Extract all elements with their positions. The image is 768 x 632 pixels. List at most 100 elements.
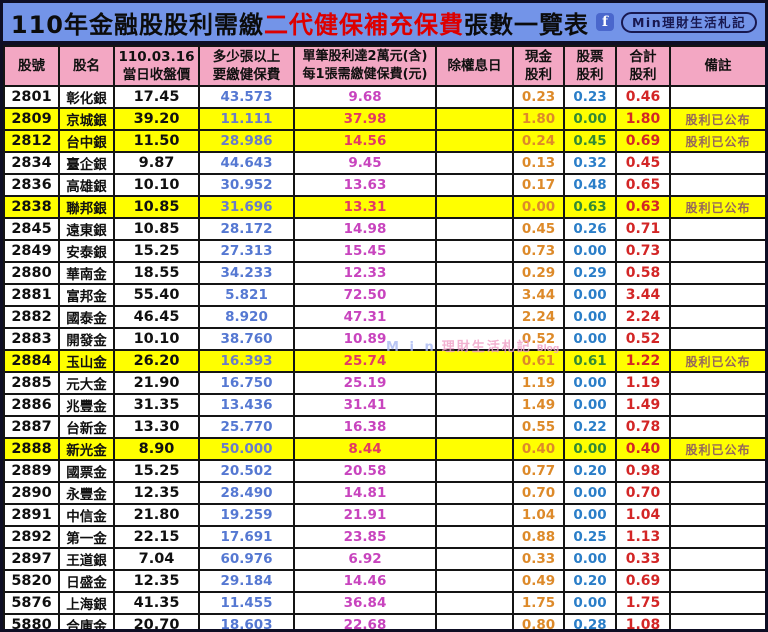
cell-fee: 20.58 <box>293 459 437 483</box>
stock-table-body: 2801 彰化銀 17.45 43.573 9.68 0.23 0.23 0.46 2809 京城… <box>3 85 765 629</box>
cell-total: 0.69 <box>615 129 671 153</box>
cell-price: 10.85 <box>113 217 200 241</box>
cell-code: 2886 <box>3 393 60 417</box>
cell-total: 0.71 <box>615 217 671 241</box>
cell-name: 王道銀 <box>58 547 115 571</box>
cell-price: 9.87 <box>113 151 200 175</box>
cell-fee: 14.81 <box>293 481 437 505</box>
table-row: 2888 新光金 8.90 50.000 8.44 0.40 0.00 0.40 股利已公布 <box>3 437 765 461</box>
cell-name: 元大金 <box>58 371 115 395</box>
cell-cash: 0.49 <box>512 569 565 593</box>
cell-lots: 27.313 <box>198 239 295 263</box>
cell-total: 1.75 <box>615 591 671 615</box>
title-part-1: 110年金融股股利需繳 <box>10 10 264 39</box>
cell-name: 中信金 <box>58 503 115 527</box>
cell-stock: 0.23 <box>563 85 617 109</box>
cell-cash: 0.00 <box>512 195 565 219</box>
cell-stock: 0.00 <box>563 283 617 307</box>
cell-stock: 0.29 <box>563 261 617 285</box>
cell-cash: 0.52 <box>512 327 565 351</box>
table-row: 5880 合庫金 20.70 18.603 22.68 0.80 0.28 1.08 <box>3 613 765 629</box>
cell-lots: 11.111 <box>198 107 295 131</box>
cell-fee: 21.91 <box>293 503 437 527</box>
cell-fee: 22.68 <box>293 613 437 629</box>
page-title: 110年金融股股利需繳二代健保補充保費張數一覽表 <box>11 5 589 40</box>
table-row: 5820 日盛金 12.35 29.184 14.46 0.49 0.20 0.69 <box>3 569 765 593</box>
cell-name: 第一金 <box>58 525 115 549</box>
title-part-3: 張數一覽表 <box>463 10 589 39</box>
cell-exdate <box>435 173 514 197</box>
cell-cash: 0.17 <box>512 173 565 197</box>
cell-code: 2834 <box>3 151 60 175</box>
cell-fee: 12.33 <box>293 261 437 285</box>
cell-price: 41.35 <box>113 591 200 615</box>
cell-exdate <box>435 283 514 307</box>
brand-badge[interactable]: Min理財生活札記 <box>620 11 758 33</box>
cell-fee: 8.44 <box>293 437 437 461</box>
cell-name: 國票金 <box>58 459 115 483</box>
cell-fee: 10.89 <box>293 327 437 351</box>
cell-cash: 0.13 <box>512 151 565 175</box>
header-close-price: 110.03.16 當日收盤價 <box>113 45 200 87</box>
cell-name: 日盛金 <box>58 569 115 593</box>
cell-total: 0.45 <box>615 151 671 175</box>
cell-fee: 15.45 <box>293 239 437 263</box>
cell-price: 10.85 <box>113 195 200 219</box>
facebook-icon[interactable]: f <box>595 13 614 31</box>
cell-price: 22.15 <box>113 525 200 549</box>
cell-stock: 0.00 <box>563 503 617 527</box>
table-row: 2836 高雄銀 10.10 30.952 13.63 0.17 0.48 0.65 <box>3 173 765 197</box>
cell-cash: 0.23 <box>512 85 565 109</box>
cell-total: 0.69 <box>615 569 671 593</box>
cell-exdate <box>435 327 514 351</box>
cell-remark <box>669 327 765 351</box>
table-row: 2838 聯邦銀 10.85 31.696 13.31 0.00 0.63 0.63 股利已公布 <box>3 195 765 219</box>
title-bar: 110年金融股股利需繳二代健保補充保費張數一覽表 f Min理財生活札記 <box>3 3 765 45</box>
cell-fee: 14.46 <box>293 569 437 593</box>
cell-price: 21.90 <box>113 371 200 395</box>
cell-total: 3.44 <box>615 283 671 307</box>
cell-lots: 29.184 <box>198 569 295 593</box>
cell-stock: 0.00 <box>563 107 617 131</box>
cell-remark <box>669 569 765 593</box>
cell-total: 0.63 <box>615 195 671 219</box>
cell-price: 10.10 <box>113 327 200 351</box>
cell-code: 2882 <box>3 305 60 329</box>
cell-lots: 20.502 <box>198 459 295 483</box>
cell-total: 0.70 <box>615 481 671 505</box>
cell-exdate <box>435 415 514 439</box>
cell-code: 2889 <box>3 459 60 483</box>
cell-stock: 0.63 <box>563 195 617 219</box>
header-stock-dividend: 股票 股利 <box>563 45 617 87</box>
cell-remark <box>669 217 765 241</box>
cell-name: 合庫金 <box>58 613 115 629</box>
cell-remark <box>669 481 765 505</box>
cell-code: 2892 <box>3 525 60 549</box>
cell-code: 2880 <box>3 261 60 285</box>
cell-stock: 0.00 <box>563 393 617 417</box>
table-row: 2881 富邦金 55.40 5.821 72.50 3.44 0.00 3.44 <box>3 283 765 307</box>
cell-stock: 0.00 <box>563 327 617 351</box>
header-stock-name: 股名 <box>58 45 115 87</box>
header-stock-code: 股號 <box>3 45 60 87</box>
cell-code: 2891 <box>3 503 60 527</box>
cell-lots: 25.770 <box>198 415 295 439</box>
cell-name: 國泰金 <box>58 305 115 329</box>
table-row: 2880 華南金 18.55 34.233 12.33 0.29 0.29 0.58 <box>3 261 765 285</box>
cell-price: 26.20 <box>113 349 200 373</box>
cell-total: 1.49 <box>615 393 671 417</box>
cell-exdate <box>435 591 514 615</box>
cell-lots: 16.393 <box>198 349 295 373</box>
cell-code: 2809 <box>3 107 60 131</box>
cell-price: 13.30 <box>113 415 200 439</box>
table-row: 2882 國泰金 46.45 8.920 47.31 2.24 0.00 2.24 <box>3 305 765 329</box>
cell-lots: 43.573 <box>198 85 295 109</box>
cell-code: 2845 <box>3 217 60 241</box>
cell-code: 2849 <box>3 239 60 263</box>
cell-exdate <box>435 613 514 629</box>
cell-name: 華南金 <box>58 261 115 285</box>
cell-lots: 28.172 <box>198 217 295 241</box>
cell-cash: 0.61 <box>512 349 565 373</box>
table-row: 2801 彰化銀 17.45 43.573 9.68 0.23 0.23 0.46 <box>3 85 765 109</box>
table-row: 2849 安泰銀 15.25 27.313 15.45 0.73 0.00 0.73 <box>3 239 765 263</box>
